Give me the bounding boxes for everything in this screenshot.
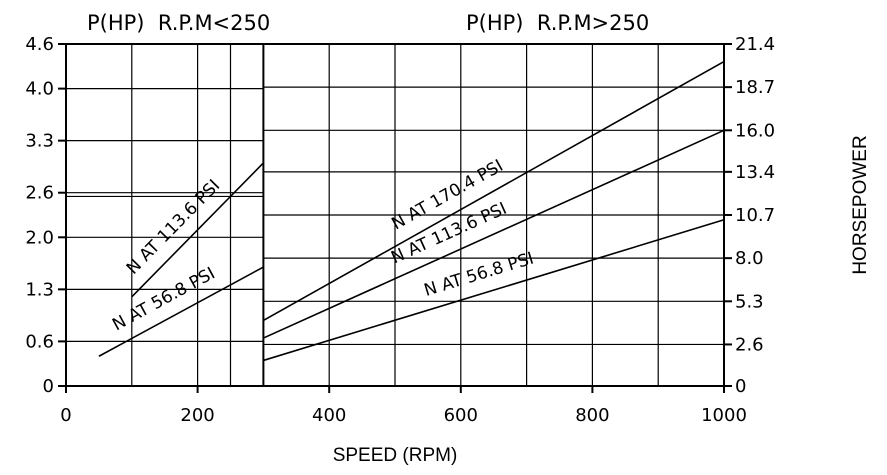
- right-tick-label: 16.0: [735, 120, 775, 141]
- x-tick-label: 400: [312, 405, 346, 426]
- right-header: P(HP) R.P.M>250: [466, 11, 649, 35]
- x-axis-title: SPEED (RPM): [333, 445, 458, 466]
- left-tick-label: 4.6: [25, 34, 54, 55]
- right-tick-label: 13.4: [735, 162, 775, 183]
- x-tick-label: 200: [180, 405, 214, 426]
- x-tick-label: 1000: [701, 405, 747, 426]
- plot-frame: [58, 43, 732, 393]
- series-line: [131, 162, 264, 298]
- left-tick-label: 2.6: [25, 183, 54, 204]
- x-tick-label: 800: [575, 405, 609, 426]
- x-tick-label: 600: [444, 405, 478, 426]
- tick-labels: 0 200 400 600 800 1000 0 0.6 1.3 2.0 2.6 3.3 4.0 4.6 0…: [25, 34, 775, 426]
- series-line: [263, 219, 725, 362]
- right-tick-label: 21.4: [735, 34, 775, 55]
- right-tick-label: 2.6: [735, 334, 764, 355]
- right-tick-label: 0: [735, 376, 746, 397]
- x-tick-label: 0: [60, 405, 71, 426]
- left-tick-label: 4.0: [25, 79, 54, 100]
- left-tick-label: 2.0: [25, 227, 54, 248]
- right-tick-label: 5.3: [735, 291, 764, 312]
- right-tick-label: 10.7: [735, 205, 775, 226]
- series-line: [98, 266, 264, 357]
- left-tick-label: 3.3: [25, 131, 54, 152]
- curves: [98, 60, 725, 362]
- right-axis-title: HORSEPOWER: [850, 135, 871, 274]
- series-label: N AT 56.8 PSI: [422, 249, 536, 301]
- series-line: [263, 60, 725, 322]
- left-tick-label: 1.3: [25, 279, 54, 300]
- series-line: [263, 129, 725, 339]
- left-tick-label: 0.6: [25, 331, 54, 352]
- left-tick-label: 0: [43, 376, 54, 397]
- right-tick-label: 8.0: [735, 248, 764, 269]
- grid-lines: [66, 44, 724, 386]
- series-label: N AT 113.6 PSI: [123, 176, 224, 279]
- right-tick-label: 18.7: [735, 77, 775, 98]
- left-header: P(HP) R.P.M<250: [87, 11, 270, 35]
